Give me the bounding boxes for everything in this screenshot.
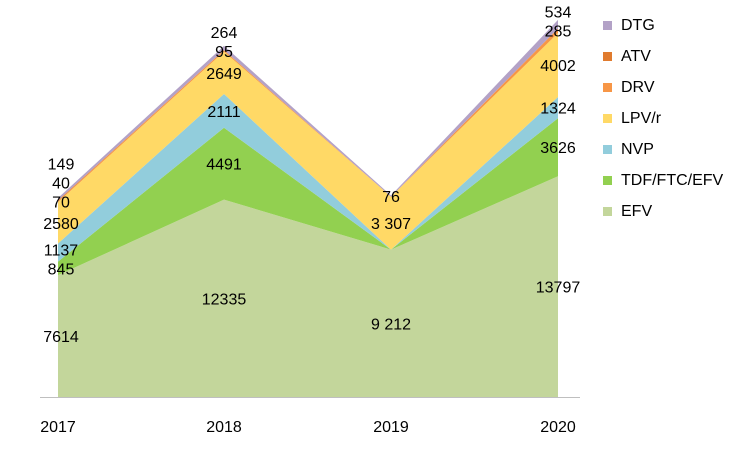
data-label: 40 <box>52 176 70 193</box>
data-label: 13797 <box>536 280 581 297</box>
legend-swatch <box>603 207 612 216</box>
data-label: 1324 <box>540 101 576 118</box>
x-tick-label: 2020 <box>540 419 576 436</box>
data-label: 2111 <box>207 104 240 121</box>
data-label: 12335 <box>202 291 247 308</box>
data-label: 95 <box>215 44 233 61</box>
legend-label: EFV <box>621 202 653 220</box>
area-lpv-r <box>58 33 558 250</box>
x-tick-label: 2019 <box>373 419 409 436</box>
legend-item: TDF/FTC/EFV <box>603 165 723 196</box>
data-label: 4491 <box>206 157 242 174</box>
area-efv <box>58 176 558 397</box>
x-tick-label: 2017 <box>40 419 76 436</box>
data-label: 3626 <box>540 140 576 157</box>
legend-swatch <box>603 176 612 185</box>
area-tdf-ftc-efv <box>58 118 558 276</box>
legend: DTG ATV DRV LPV/r NVP TDF/FTC/EFV EFV <box>603 10 723 227</box>
data-label: 7614 <box>43 329 79 346</box>
legend-label: LPV/r <box>621 109 662 127</box>
legend-item: ATV <box>603 41 723 72</box>
data-label: 9 212 <box>371 316 411 333</box>
data-label: 534 <box>545 5 572 22</box>
data-label: 4002 <box>540 58 576 75</box>
data-label: 1137 <box>44 242 79 259</box>
data-label: 3 307 <box>371 216 411 233</box>
legend-swatch <box>603 21 612 30</box>
data-label: 149 <box>48 157 75 174</box>
legend-item: NVP <box>603 134 723 165</box>
data-label: 2580 <box>43 216 79 233</box>
legend-label: TDF/FTC/EFV <box>621 171 724 189</box>
legend-swatch <box>603 145 612 154</box>
data-label: 76 <box>382 189 400 206</box>
data-label: 70 <box>52 195 70 212</box>
legend-item: DRV <box>603 72 723 103</box>
legend-label: NVP <box>621 140 654 158</box>
data-label: 2649 <box>206 66 242 83</box>
legend-item: EFV <box>603 196 723 227</box>
legend-swatch <box>603 52 612 61</box>
legend-item: LPV/r <box>603 103 723 134</box>
legend-label: DRV <box>621 78 655 96</box>
x-tick-label: 2018 <box>206 419 242 436</box>
legend-item: DTG <box>603 10 723 41</box>
legend-swatch <box>603 83 612 92</box>
data-label: 264 <box>211 25 238 42</box>
area-nvp <box>58 94 558 262</box>
legend-label: DTG <box>621 16 655 34</box>
data-label: 845 <box>48 261 75 278</box>
legend-swatch <box>603 114 612 123</box>
legend-label: ATV <box>621 47 651 65</box>
data-label: 285 <box>545 24 572 41</box>
